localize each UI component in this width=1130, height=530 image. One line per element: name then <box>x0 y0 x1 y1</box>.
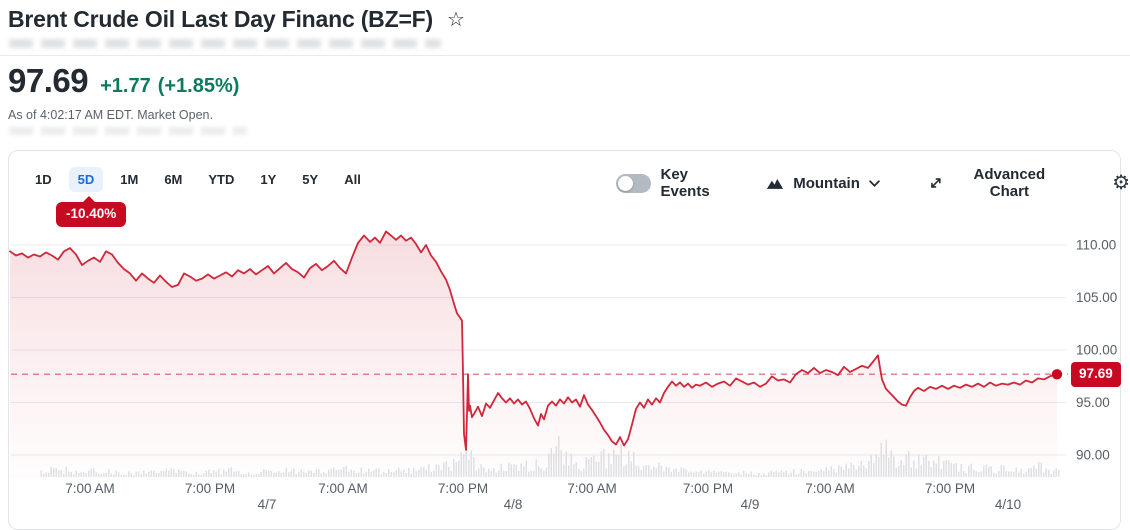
chart-type-label: Mountain <box>793 174 860 192</box>
header-divider <box>0 55 1130 56</box>
key-events-toggle[interactable] <box>616 173 652 193</box>
price-row: 97.69 +1.77 (+1.85%) <box>8 62 239 100</box>
chevron-down-icon <box>869 179 880 187</box>
range-tab-all[interactable]: All <box>335 167 370 192</box>
advanced-chart-button[interactable]: Advanced Chart <box>928 166 1066 200</box>
current-price: 97.69 <box>8 62 89 99</box>
blurred-subtitle <box>9 39 441 48</box>
settings-gear-icon[interactable]: ⚙ <box>1112 172 1130 194</box>
price-change-value: +1.77 <box>100 75 151 97</box>
range-tab-1y[interactable]: 1Y <box>251 167 285 192</box>
chart-type-button[interactable]: Mountain <box>766 175 880 192</box>
range-tabs: 1D 5D 1M 6M YTD 1Y 5Y All <box>26 167 370 192</box>
range-tab-1m[interactable]: 1M <box>111 167 147 192</box>
price-change: +1.77 (+1.85%) <box>100 75 239 98</box>
current-price-tag: 97.69 <box>1071 362 1121 387</box>
range-change-badge: -10.40% <box>56 196 127 227</box>
price-chart[interactable] <box>10 228 1066 478</box>
toggle-knob <box>618 175 633 191</box>
blurred-text <box>9 127 247 135</box>
range-tab-ytd[interactable]: YTD <box>199 167 243 192</box>
key-events-label: Key Events <box>660 166 710 200</box>
key-events-control: Key Events <box>616 166 740 200</box>
range-tab-5d[interactable]: 5D <box>68 167 104 192</box>
price-change-percent: (+1.85%) <box>157 75 240 97</box>
range-tab-1d[interactable]: 1D <box>26 167 61 192</box>
star-icon[interactable]: ☆ <box>447 9 465 31</box>
mountain-icon <box>767 178 784 189</box>
advanced-chart-label: Advanced Chart <box>973 166 1046 200</box>
page-title: Brent Crude Oil Last Day Financ (BZ=F) <box>8 6 433 32</box>
range-tab-5y[interactable]: 5Y <box>293 167 327 192</box>
as-of-text: As of 4:02:17 AM EDT. Market Open. <box>8 108 213 122</box>
expand-diagonal-icon <box>931 178 941 188</box>
quote-header: Brent Crude Oil Last Day Financ (BZ=F) ☆ <box>8 6 465 34</box>
range-tab-6m[interactable]: 6M <box>155 167 191 192</box>
chart-toolbar: Key Events Mountain Advanced Chart ⚙ <box>616 166 1130 200</box>
